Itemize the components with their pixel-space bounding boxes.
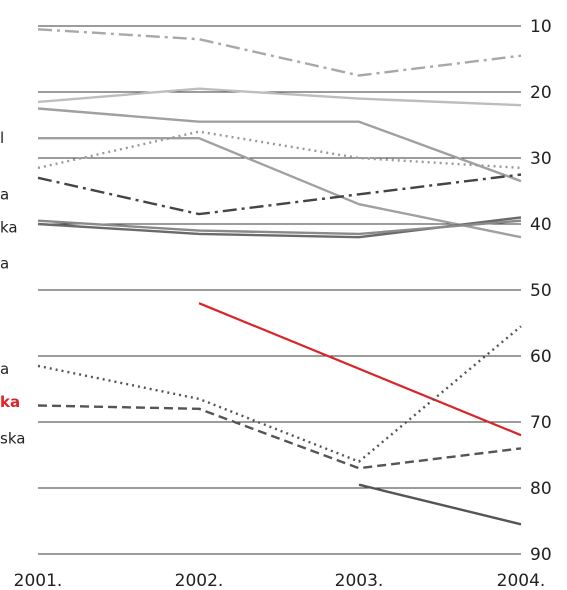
series-label-fragment: ska [0,430,25,448]
series-line-5 [37,130,522,170]
y-tick-label: 80 [530,479,552,499]
series-line-8 [37,219,522,236]
series-label-fragment: l [0,129,4,147]
series-line-1 [37,28,522,77]
series-line-3 [37,107,522,183]
series-line-9 [198,302,522,437]
series-label-fragment: a [0,360,9,378]
y-tick-label: 30 [530,149,552,169]
y-tick-label: 20 [530,83,552,103]
series-label-fragment: a [0,255,9,273]
series-label-fragment: a [0,185,9,203]
y-tick-label: 90 [530,545,552,565]
y-tick-label: 60 [530,347,552,367]
series-label-fragment: ka [0,218,18,236]
y-tick-label: 70 [530,413,552,433]
x-axis-ticks: 2001. 2002. 2003. 2004. [14,571,546,590]
y-axis-ticks: 10 20 30 40 50 60 70 80 90 [530,17,552,565]
gridlines [38,25,521,555]
series-labels: l a ka a a ka ska [0,129,25,447]
y-tick-label: 50 [530,281,552,301]
y-tick-label: 40 [530,215,552,235]
series-line-11 [37,404,522,470]
x-tick-label: 2004. [497,571,546,590]
series-line-6 [37,173,522,216]
series-line-12 [358,483,522,526]
x-tick-label: 2003. [335,571,384,590]
series-line-4 [38,136,522,239]
series-line-2 [37,87,522,107]
series-line-10 [37,325,522,463]
x-tick-label: 2001. [14,571,63,590]
y-tick-label: 10 [530,17,552,37]
x-tick-label: 2002. [175,571,224,590]
series-label-fragment: ka [0,393,20,411]
series-lines [37,28,522,526]
